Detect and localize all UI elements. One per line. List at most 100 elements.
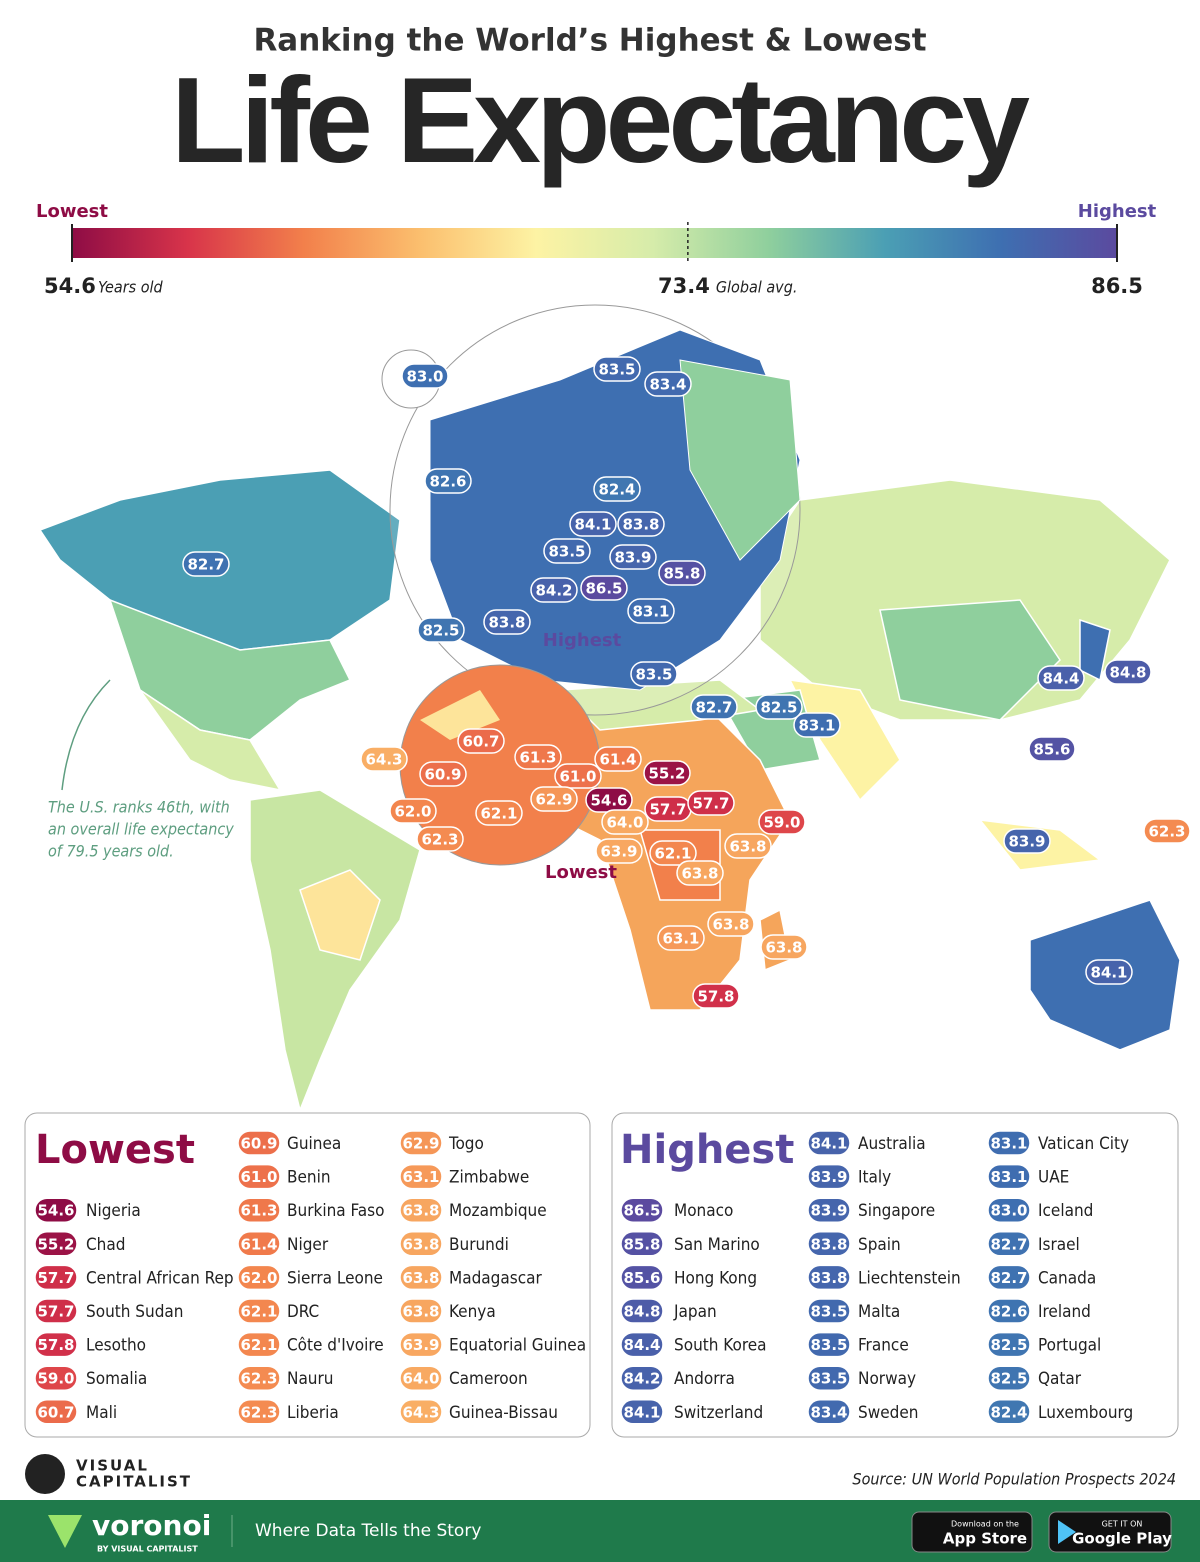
- legend-badge: [34, 1298, 78, 1324]
- legend-badge: [807, 1365, 851, 1391]
- highest-box: [611, 1112, 1179, 1438]
- brand: VISUAL: [76, 1457, 149, 1475]
- map-badge-label: 62.0: [394, 803, 431, 821]
- country-name: Central African Rep: [86, 1268, 234, 1288]
- map-badge-label: 61.4: [599, 751, 636, 769]
- legend-badge-label: 62.3: [240, 1403, 277, 1421]
- headline: Life Expectancy: [171, 52, 1030, 188]
- legend-badge: [987, 1163, 1031, 1190]
- map-badge-label: 84.1: [1090, 964, 1127, 982]
- map-badge: [417, 617, 465, 643]
- legend-badge-label: 62.0: [240, 1269, 277, 1287]
- legend-badge-label: 85.8: [623, 1235, 660, 1253]
- legend-badge-label: 62.3: [240, 1370, 277, 1388]
- map-badge: [554, 763, 602, 789]
- legend-badge-label: 63.8: [402, 1303, 439, 1321]
- map-badge-label: 83.1: [632, 603, 669, 621]
- legend-badge: [399, 1163, 443, 1190]
- legend-badge-label: 55.2: [37, 1235, 74, 1253]
- country-name: Israel: [1038, 1235, 1080, 1255]
- legend-badge-label: 83.8: [810, 1235, 847, 1253]
- map-badge-label: 57.8: [697, 988, 734, 1006]
- map-badge-label: 83.9: [1008, 833, 1045, 851]
- legend-badge: [620, 1399, 664, 1425]
- country-name: Australia: [858, 1134, 926, 1154]
- scale-min: 54.6: [44, 274, 96, 298]
- country-name: Ireland: [1038, 1302, 1091, 1322]
- legend-badge-label: 83.4: [810, 1403, 847, 1421]
- map-badge: [424, 468, 472, 494]
- legend-badge-label: 82.5: [990, 1336, 1027, 1354]
- google-play-button[interactable]: [1048, 1511, 1172, 1553]
- country-name: Switzerland: [674, 1403, 763, 1423]
- tagline: Where Data Tells the Story: [255, 1521, 481, 1541]
- map-badge-label: 59.0: [763, 814, 800, 832]
- vc-logo: VISUAL CAPITALIST: [25, 1454, 190, 1494]
- note-line: The U.S. ranks 46th, with: [48, 798, 230, 817]
- country-name: South Korea: [674, 1336, 767, 1356]
- map-badge-label: 83.1: [798, 717, 835, 735]
- map-badge-label: 54.6: [590, 792, 627, 810]
- legend-badge: [399, 1197, 443, 1223]
- country-name: Japan: [673, 1302, 717, 1322]
- country-name: Luxembourg: [1038, 1403, 1133, 1423]
- country-name: Niger: [287, 1235, 329, 1255]
- scale-min-unit: Years old: [98, 278, 164, 297]
- country-name: Guinea: [287, 1134, 341, 1154]
- country-name: Norway: [858, 1369, 916, 1389]
- legend-badge: [237, 1298, 281, 1324]
- legend-badge: [399, 1331, 443, 1358]
- legend-badge-label: 84.1: [623, 1403, 660, 1421]
- map-badge-label: 63.9: [600, 843, 637, 861]
- subtitle: Ranking the World’s Highest & Lowest: [253, 23, 926, 59]
- country-name: Iceland: [1038, 1201, 1093, 1221]
- map-badge-label: 84.8: [1109, 664, 1146, 682]
- map-badge: [1085, 959, 1133, 985]
- country-name: Nigeria: [86, 1201, 141, 1221]
- country-name: Sierra Leone: [287, 1268, 383, 1288]
- legend-badge: [807, 1399, 851, 1425]
- legend-badge: [620, 1264, 664, 1291]
- legend-badge-label: 57.7: [37, 1303, 74, 1321]
- legend-badge-label: 61.0: [240, 1168, 277, 1186]
- map-badge: [630, 661, 678, 687]
- voronoi-icon: [48, 1515, 82, 1548]
- legend-badge-label: 83.8: [810, 1269, 847, 1287]
- west-africa-north: [420, 690, 500, 740]
- legend-badge: [237, 1264, 281, 1291]
- map-badge-label: 61.3: [519, 749, 556, 767]
- legend-badge-label: 63.8: [402, 1202, 439, 1220]
- map-badge: [758, 809, 806, 835]
- map-badge: [676, 860, 724, 886]
- map-badge: [401, 363, 449, 389]
- legend-badge: [807, 1130, 851, 1156]
- legend-badge-label: 60.9: [240, 1135, 277, 1153]
- legend-badge-label: 63.1: [402, 1168, 439, 1186]
- legend-badge: [399, 1298, 443, 1324]
- europe-east: [679, 359, 801, 561]
- lowest-box: [24, 1112, 591, 1438]
- google-small: GET IT ON: [1102, 1520, 1143, 1529]
- map-badge: [360, 746, 408, 772]
- legend-badge-label: 64.3: [402, 1403, 439, 1421]
- legend-badge: [237, 1163, 281, 1190]
- map-badge-label: 63.8: [765, 939, 802, 957]
- legend-badge: [807, 1298, 851, 1324]
- legend-badge: [987, 1264, 1031, 1291]
- map-badge: [530, 577, 578, 603]
- lowest-title: Lowest: [35, 1127, 195, 1173]
- country-name: Cameroon: [449, 1369, 528, 1389]
- legend-badge: [807, 1331, 851, 1358]
- app-store-button[interactable]: [911, 1511, 1033, 1553]
- legend-badge: [620, 1197, 664, 1223]
- legend-badge: [34, 1331, 78, 1358]
- legend-badge-label: 82.4: [990, 1403, 1027, 1421]
- legend-badge: [34, 1197, 78, 1223]
- legend-badge: [34, 1264, 78, 1291]
- country-name: DRC: [287, 1302, 319, 1322]
- map-badge-label: 55.2: [648, 765, 685, 783]
- country-name: Malta: [858, 1302, 900, 1322]
- legend-badge: [399, 1399, 443, 1425]
- country-name: Burkina Faso: [287, 1201, 384, 1221]
